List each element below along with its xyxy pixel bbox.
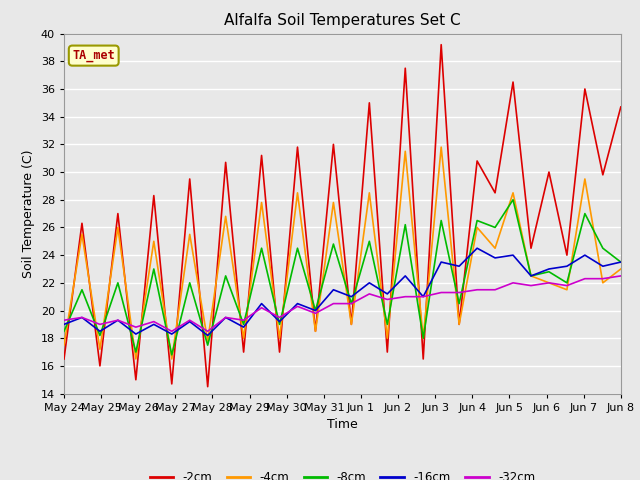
Y-axis label: Soil Temperature (C): Soil Temperature (C) (22, 149, 35, 278)
X-axis label: Time: Time (327, 418, 358, 431)
Text: TA_met: TA_met (72, 49, 115, 62)
Legend: -2cm, -4cm, -8cm, -16cm, -32cm: -2cm, -4cm, -8cm, -16cm, -32cm (145, 466, 540, 480)
Title: Alfalfa Soil Temperatures Set C: Alfalfa Soil Temperatures Set C (224, 13, 461, 28)
